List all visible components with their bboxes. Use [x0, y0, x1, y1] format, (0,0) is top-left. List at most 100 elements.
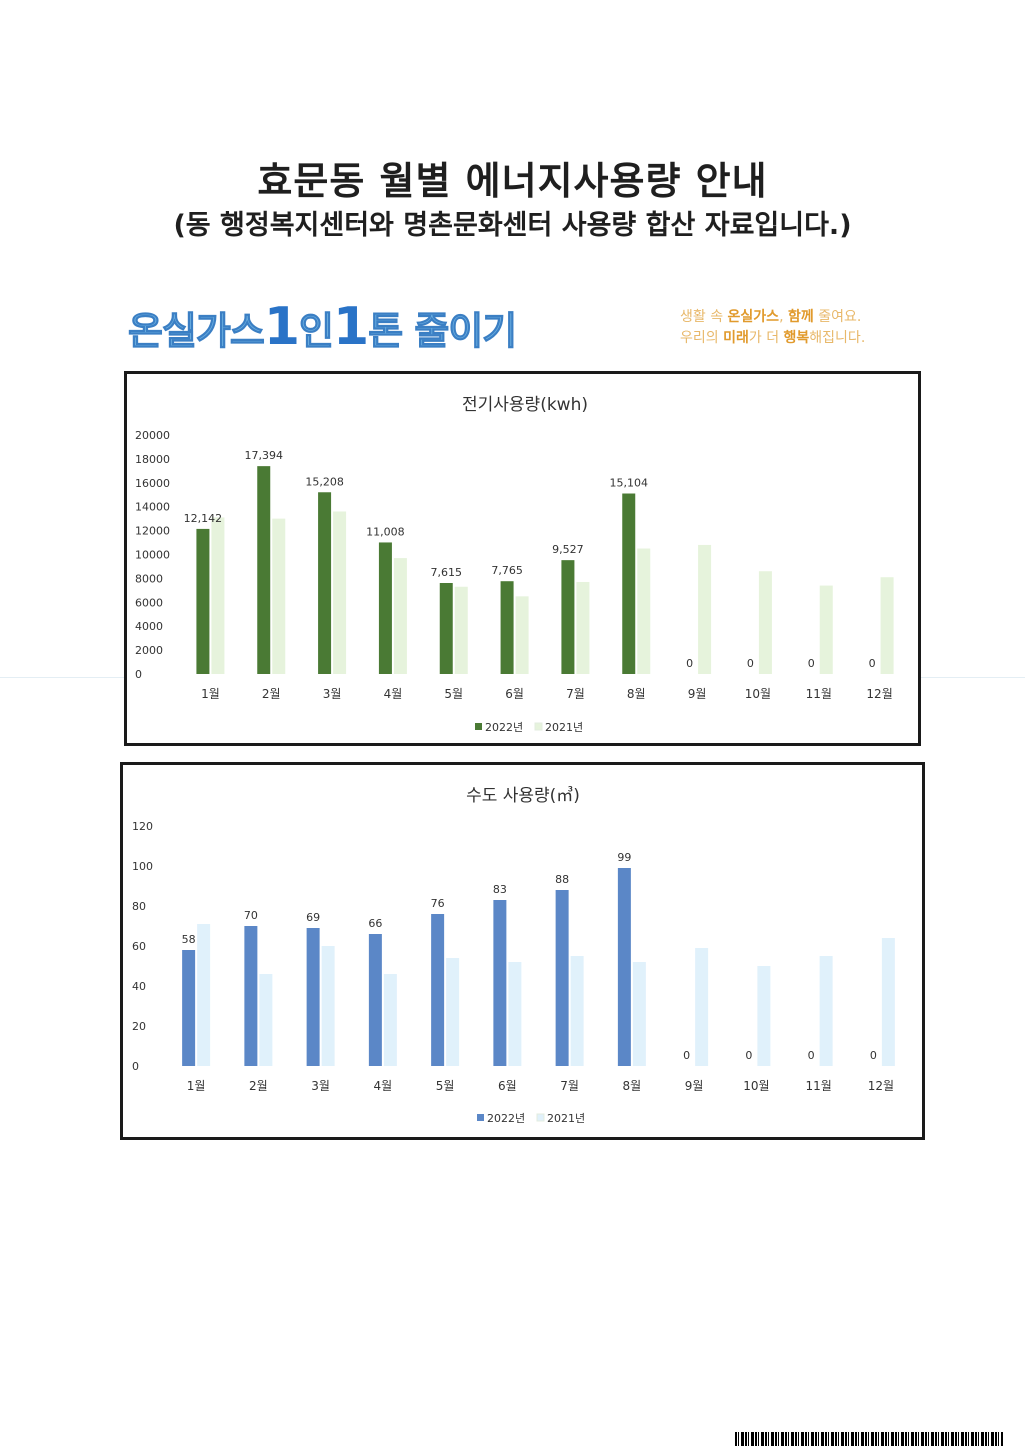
- x-tick-label: 3월: [311, 1079, 330, 1093]
- x-tick-label: 5월: [436, 1079, 455, 1093]
- data-label: 70: [244, 909, 258, 922]
- data-label: 17,394: [245, 449, 284, 462]
- y-tick-label: 4000: [135, 620, 163, 633]
- y-tick-label: 120: [132, 820, 153, 833]
- data-label: 0: [686, 657, 693, 670]
- data-label: 0: [745, 1049, 752, 1062]
- x-tick-label: 9월: [685, 1079, 704, 1093]
- data-label: 0: [808, 1049, 815, 1062]
- data-label: 12,142: [184, 512, 223, 525]
- x-tick-label: 3월: [323, 687, 342, 701]
- y-tick-label: 18000: [135, 453, 170, 466]
- data-label: 15,104: [610, 477, 649, 490]
- bar-2021: [819, 585, 833, 674]
- bar-2022: [500, 581, 514, 674]
- y-tick-label: 100: [132, 860, 153, 873]
- y-tick-label: 16000: [135, 477, 170, 490]
- x-tick-label: 12월: [866, 687, 892, 701]
- bar-2022: [493, 900, 507, 1066]
- water-chart: 수도 사용량(㎥) 0 20 40 60 80 100 120 58 1월 70 2월 69 3월 66 4월…: [132, 786, 895, 1125]
- legend-label: 2022년: [485, 721, 523, 734]
- bar-2022: [439, 583, 453, 674]
- data-label: 83: [493, 883, 507, 896]
- bar-2021: [819, 956, 833, 1066]
- bar-2021: [272, 518, 286, 674]
- data-label: 0: [683, 1049, 690, 1062]
- data-label: 69: [306, 911, 320, 924]
- bar-2021: [515, 596, 529, 674]
- campaign-slogan: 생활 속 온실가스, 함께 줄여요. 우리의 미래가 더 행복해집니다.: [680, 309, 866, 346]
- bar-2022: [318, 492, 332, 674]
- x-tick-label: 10월: [743, 1079, 769, 1093]
- data-label: 11,008: [366, 525, 405, 538]
- y-tick-label: 20000: [135, 429, 170, 442]
- data-label: 15,208: [305, 475, 344, 488]
- data-label: 58: [182, 933, 196, 946]
- y-tick-label: 0: [135, 668, 142, 681]
- bar-2021: [321, 946, 335, 1066]
- data-label: 0: [747, 657, 754, 670]
- bar-2022: [368, 934, 382, 1066]
- y-tick-label: 12000: [135, 525, 170, 538]
- bar-2021: [637, 548, 651, 674]
- bar-2022: [622, 493, 636, 674]
- y-tick-label: 2000: [135, 644, 163, 657]
- x-tick-label: 7월: [566, 687, 585, 701]
- bar-2021: [393, 558, 407, 674]
- bar-2021: [698, 544, 712, 674]
- x-tick-label: 12월: [868, 1079, 894, 1093]
- bar-2022: [182, 950, 196, 1066]
- y-tick-label: 10000: [135, 549, 170, 562]
- x-tick-label: 1월: [187, 1079, 206, 1093]
- y-tick-label: 8000: [135, 572, 163, 585]
- chart-title: 전기사용량(kwh): [462, 395, 588, 415]
- x-tick-label: 11월: [806, 687, 832, 701]
- bar-2022: [555, 890, 569, 1066]
- x-tick-label: 1월: [201, 687, 220, 701]
- bar-2021: [758, 571, 772, 674]
- bar-2022: [196, 528, 210, 674]
- electricity-chart-panel: 전기사용량(kwh) 0 2000 4000 6000 8000 10000 12000 140…: [124, 371, 921, 746]
- y-tick-label: 0: [132, 1060, 139, 1073]
- x-tick-label: 10월: [745, 687, 771, 701]
- x-tick-label: 2월: [249, 1079, 268, 1093]
- x-tick-label: 2월: [262, 687, 281, 701]
- y-tick-label: 40: [132, 980, 146, 993]
- x-tick-label: 11월: [805, 1079, 831, 1093]
- bar-2022: [431, 914, 445, 1066]
- y-tick-label: 20: [132, 1020, 146, 1033]
- y-tick-label: 60: [132, 940, 146, 953]
- bar-2022: [378, 542, 392, 674]
- x-tick-label: 6월: [498, 1079, 517, 1093]
- campaign-logo: 온실가스1인1톤 줄이기: [128, 297, 518, 357]
- data-label: 0: [870, 1049, 877, 1062]
- bar-2021: [880, 577, 894, 674]
- x-tick-label: 8월: [627, 687, 646, 701]
- x-tick-label: 4월: [384, 687, 403, 701]
- bar-2021: [197, 924, 211, 1066]
- y-tick-label: 6000: [135, 596, 163, 609]
- barcode: [735, 1432, 1003, 1446]
- x-tick-label: 4월: [374, 1079, 393, 1093]
- x-tick-label: 8월: [623, 1079, 642, 1093]
- bar-2021: [881, 938, 895, 1066]
- data-label: 9,527: [552, 543, 584, 556]
- page-title: 효문동 월별 에너지사용량 안내: [257, 159, 768, 203]
- bar-2021: [259, 974, 273, 1066]
- y-tick-label: 80: [132, 900, 146, 913]
- data-label: 66: [368, 917, 382, 930]
- data-label: 76: [431, 897, 445, 910]
- legend-swatch-2022: [475, 723, 482, 730]
- bar-2021: [383, 974, 397, 1066]
- chart-title: 수도 사용량(㎥): [466, 786, 580, 806]
- y-tick-label: 14000: [135, 501, 170, 514]
- bar-2021: [757, 966, 771, 1066]
- data-label: 7,765: [491, 564, 523, 577]
- bar-2022: [244, 926, 258, 1066]
- electricity-chart: 전기사용량(kwh) 0 2000 4000 6000 8000 10000 12000 140…: [135, 395, 894, 734]
- bar-2021: [508, 962, 522, 1066]
- bar-2021: [632, 962, 646, 1066]
- bar-2021: [454, 586, 468, 674]
- data-label: 99: [617, 851, 631, 864]
- legend-label: 2022년: [487, 1112, 525, 1125]
